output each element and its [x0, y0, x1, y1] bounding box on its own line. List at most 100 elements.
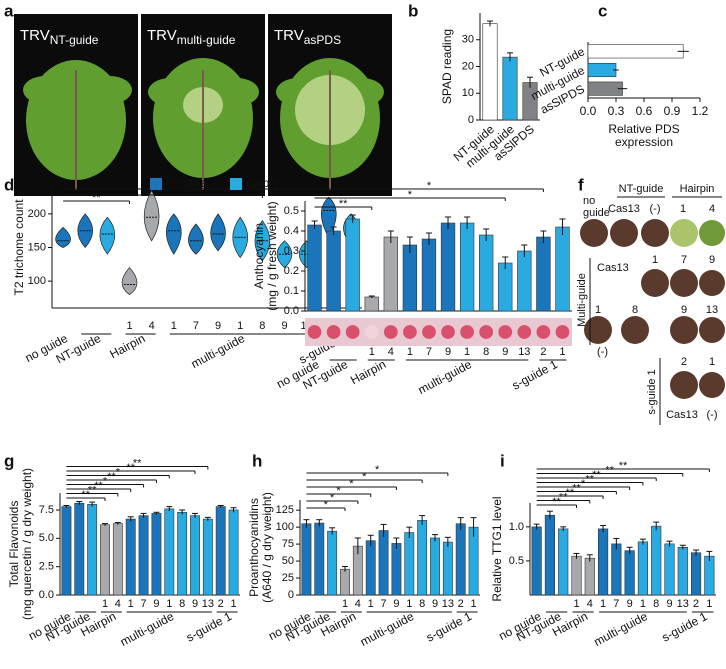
- y-tick-label: 100: [276, 521, 294, 533]
- bar: [151, 513, 162, 596]
- x-tick-label: 7: [381, 598, 387, 610]
- significance-label: *: [408, 189, 413, 201]
- group-label: s-guide 1: [659, 609, 709, 645]
- panel-letter: b: [408, 1, 418, 20]
- label: Hairpin: [680, 183, 715, 195]
- bar: [531, 526, 542, 596]
- violin: [77, 213, 94, 249]
- bar: [125, 518, 136, 596]
- significance-label: **: [339, 198, 348, 210]
- well: [460, 325, 474, 339]
- x-tick-label: 1: [640, 598, 646, 610]
- x-tick-label: 7: [613, 598, 619, 610]
- x-tick-label: 8: [259, 320, 265, 332]
- well-photo: [305, 318, 572, 346]
- y-tick-label: 100: [28, 275, 46, 287]
- bar: [555, 226, 570, 312]
- y-tick-label: 10: [462, 87, 474, 99]
- x-tick-label: 7: [426, 346, 432, 358]
- well: [479, 325, 494, 339]
- y-tick-label: 50: [282, 555, 294, 567]
- bar: [87, 504, 98, 596]
- bar: [327, 530, 338, 596]
- bar: [307, 224, 322, 312]
- bar: [404, 532, 415, 596]
- bar: [364, 296, 379, 312]
- label: 9: [681, 304, 687, 316]
- y-tick-label: 0.0: [39, 589, 54, 601]
- x-tick-label: 13: [202, 598, 214, 610]
- label: 4: [709, 203, 715, 215]
- bar: [314, 522, 325, 596]
- x-tick-label: 1: [171, 320, 177, 332]
- x-tick-label: 13: [677, 598, 689, 610]
- bar: [704, 555, 715, 596]
- y-tick-label: 7.5: [39, 504, 54, 516]
- bar: [517, 250, 532, 312]
- bar: [498, 262, 513, 312]
- bar: [345, 218, 360, 312]
- well: [403, 325, 417, 339]
- significance-label: *: [103, 475, 108, 487]
- bar: [430, 537, 440, 596]
- significance-label: **: [158, 186, 167, 198]
- bar: [61, 506, 72, 596]
- violin: [188, 223, 204, 255]
- x-tick-label: 1.2: [692, 104, 709, 118]
- bar: [442, 541, 453, 596]
- significance-label: *: [324, 499, 329, 511]
- x-tick-label: 13: [518, 346, 530, 358]
- violin: [232, 216, 249, 259]
- well: [498, 325, 513, 339]
- panel-letter: d: [4, 175, 14, 194]
- group-label: multi-guide: [189, 331, 248, 371]
- significance-label: *: [116, 466, 121, 478]
- significance-label: **: [133, 457, 142, 469]
- group-label: s-guide 1: [424, 609, 474, 645]
- x-tick-label: 4: [388, 346, 394, 358]
- label: NT-guide: [619, 183, 664, 195]
- violin: [121, 267, 138, 295]
- x-tick-label: 1: [471, 598, 477, 610]
- bar: [340, 568, 350, 596]
- y-tick-label: 75: [282, 538, 294, 550]
- panel-letter: g: [4, 451, 14, 470]
- bar: [459, 222, 475, 312]
- bar: [164, 508, 175, 596]
- x-tick-label: 9: [192, 598, 198, 610]
- panel-letter: i: [500, 451, 505, 470]
- x-tick-label: 1: [166, 598, 172, 610]
- well: [441, 325, 455, 339]
- x-tick-label: 1: [237, 320, 243, 332]
- significance-label: **: [92, 192, 101, 204]
- violin: [55, 226, 71, 248]
- well: [422, 325, 436, 339]
- bar: [587, 81, 623, 96]
- photo-label: TRVasPDS: [274, 27, 341, 47]
- significance-label: *: [375, 464, 380, 476]
- bar: [624, 550, 635, 596]
- y-tick-label: 150: [28, 241, 46, 253]
- significance-label: **: [592, 469, 601, 481]
- y-axis-label: SPAD reading: [440, 29, 454, 104]
- x-tick-label: 2: [540, 346, 546, 358]
- y-axis-label: Total Flavonoids: [7, 501, 21, 588]
- y-tick-label: 0.5: [284, 205, 299, 217]
- bar: [587, 44, 684, 59]
- y-tick-label: 0.1: [284, 285, 299, 297]
- y-tick-label: 25: [282, 572, 294, 584]
- y-tick-label: 30: [462, 34, 474, 46]
- group-label: multi-guide: [118, 609, 177, 649]
- plants: [580, 219, 725, 399]
- group-label: s-guide 1: [510, 357, 560, 393]
- label: guide: [583, 207, 610, 219]
- label: (-): [650, 203, 661, 215]
- label: s-guide 1: [646, 369, 658, 414]
- label: 1: [595, 304, 601, 316]
- legend-label: empty: [246, 176, 279, 190]
- x-tick-label: 8: [419, 598, 425, 610]
- significance-label: *: [330, 492, 335, 504]
- significance-label: **: [192, 180, 201, 192]
- x-tick-label: 1: [559, 346, 565, 358]
- violin: [165, 213, 182, 255]
